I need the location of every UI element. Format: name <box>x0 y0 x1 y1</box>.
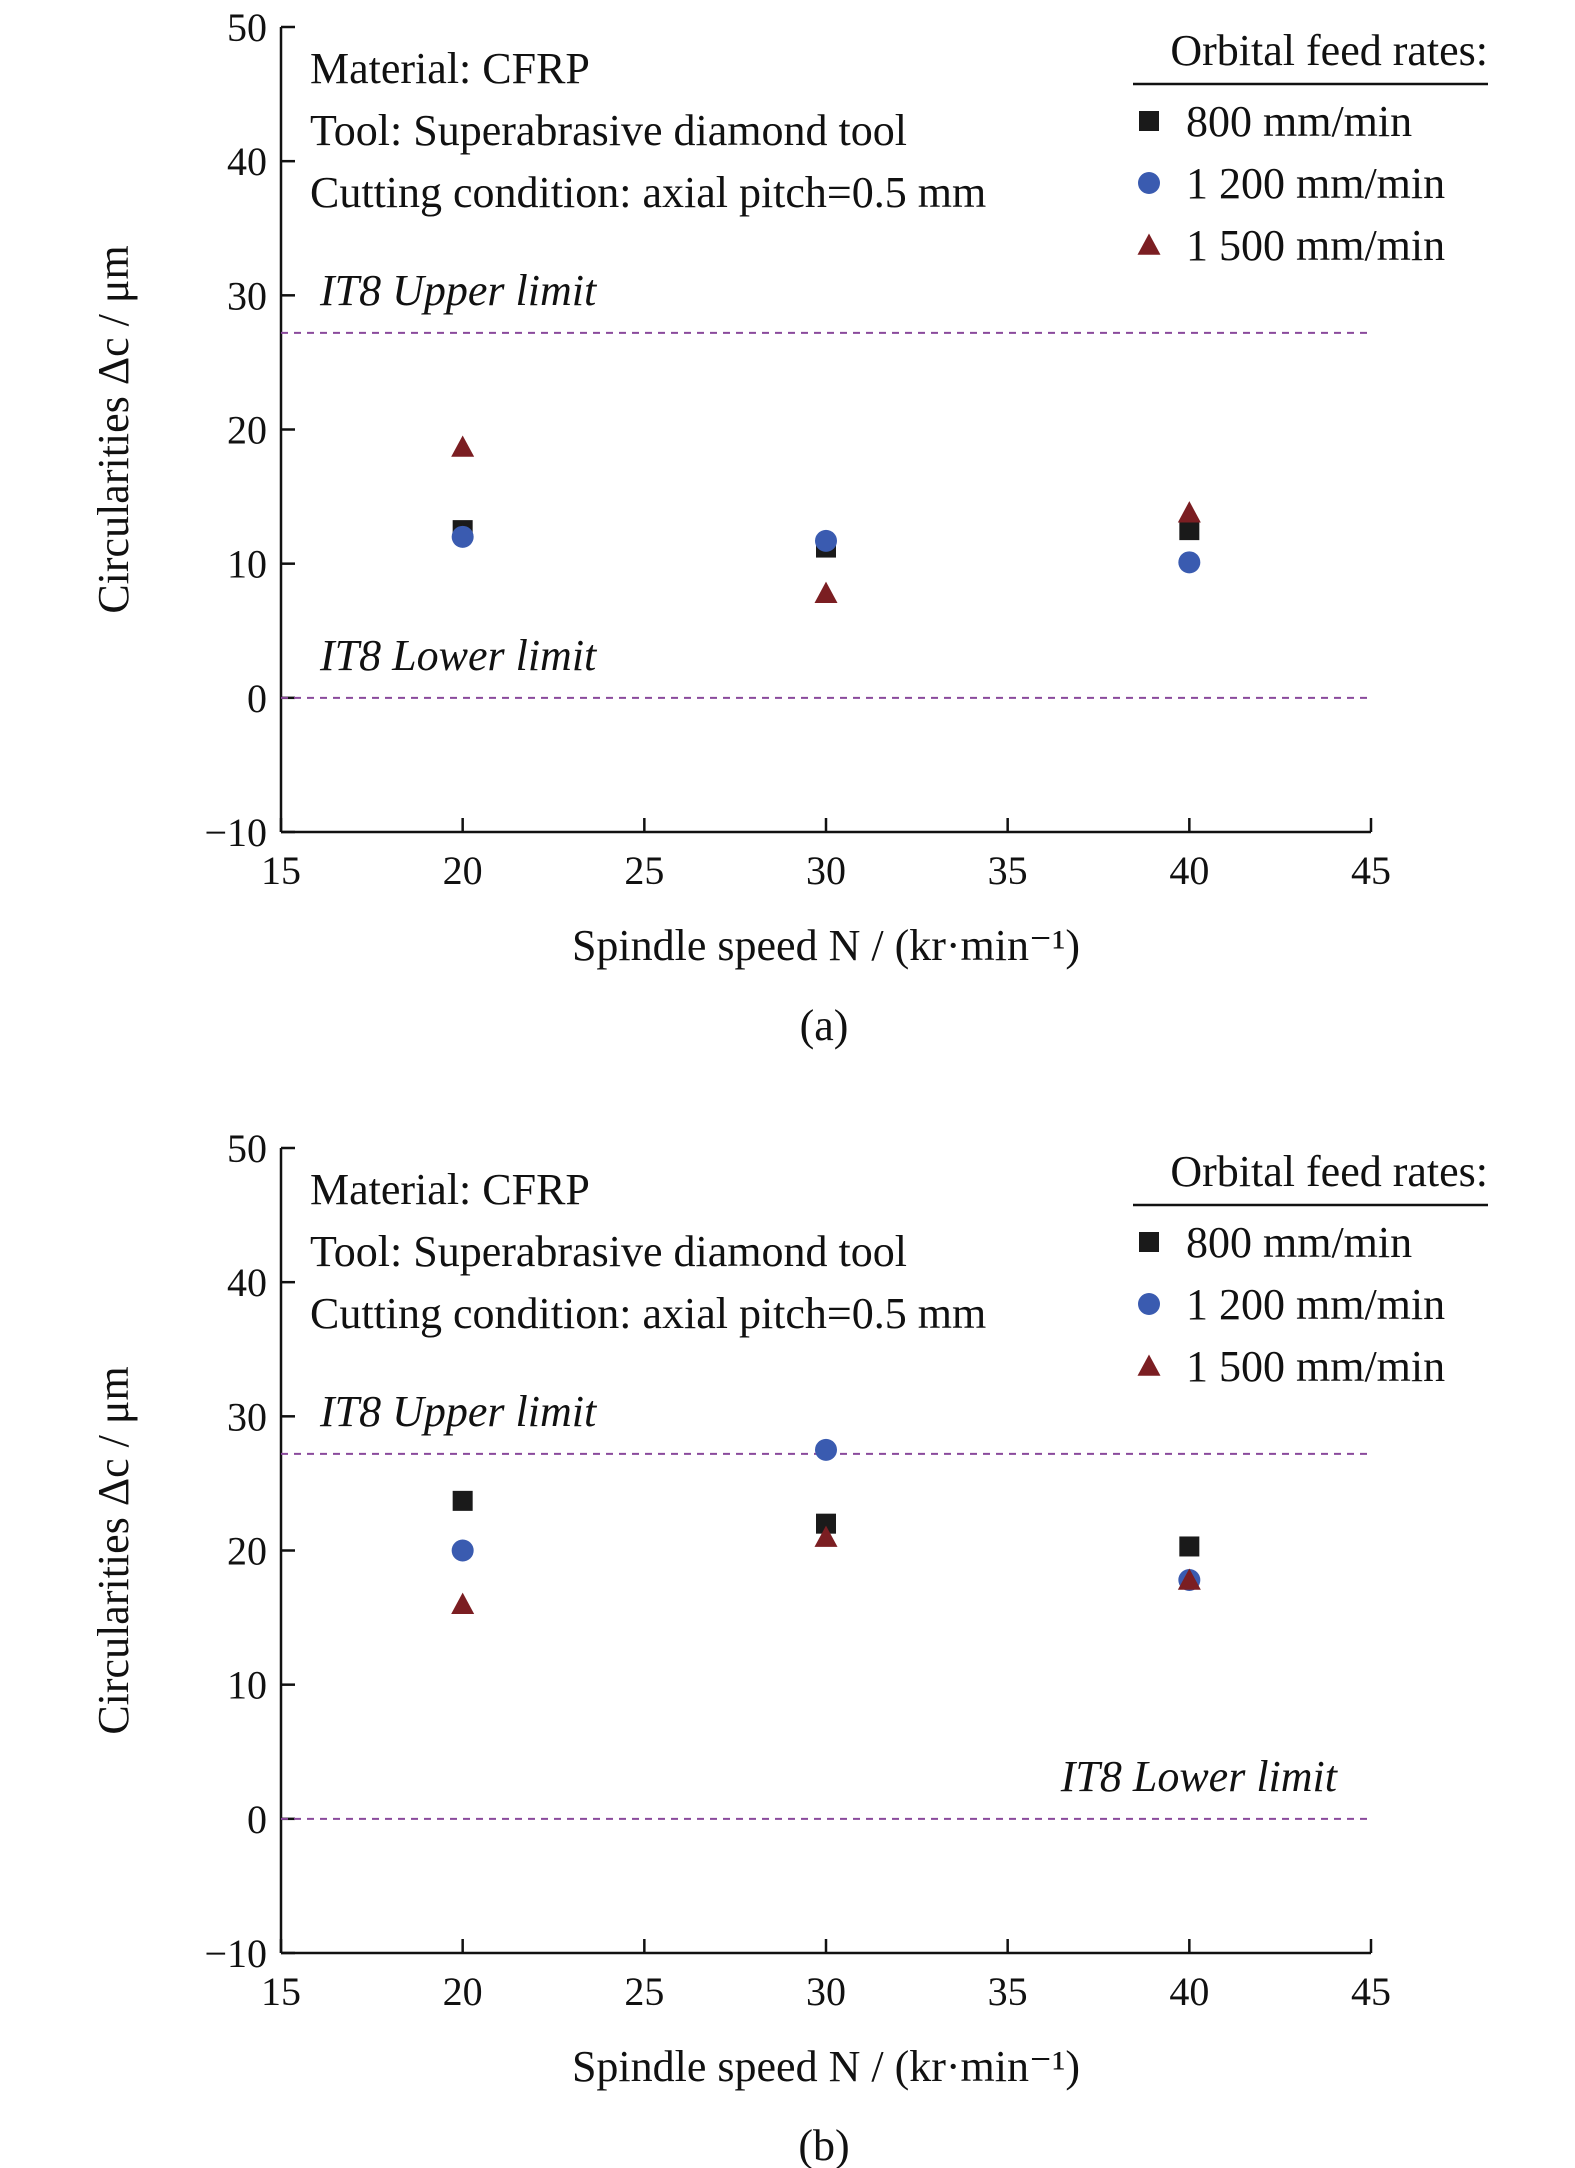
x-tick-label: 30 <box>806 1969 846 2014</box>
x-tick-label: 20 <box>443 1969 483 2014</box>
data-point-circle <box>451 1539 474 1562</box>
info-line: Tool: Superabrasive diamond tool <box>310 1227 907 1276</box>
x-tick-label: 45 <box>1351 848 1391 893</box>
panel-label: (a) <box>800 1001 849 1050</box>
y-tick-label: 50 <box>227 5 267 50</box>
upper-limit-label: IT8 Upper limit <box>319 266 598 315</box>
panel-label: (b) <box>798 2121 849 2168</box>
legend-marker-square <box>1139 111 1159 131</box>
data-point-circle <box>815 1438 837 1461</box>
data-point-circle <box>815 529 837 552</box>
data-point-square <box>1179 520 1200 541</box>
upper-limit-label: IT8 Upper limit <box>319 1387 598 1436</box>
data-point-triangle <box>1177 501 1201 523</box>
y-tick-label: 40 <box>227 1260 267 1305</box>
y-tick-label: 10 <box>227 1663 267 1708</box>
y-tick-label: 0 <box>247 676 267 721</box>
legend-marker-triangle <box>1137 233 1161 255</box>
info-line: Material: CFRP <box>310 1165 590 1214</box>
legend-entry: 1 500 mm/min <box>1186 1342 1445 1391</box>
legend-entry: 800 mm/min <box>1186 97 1412 146</box>
x-tick-label: 45 <box>1351 1969 1391 2014</box>
data-point-square <box>452 1490 473 1511</box>
data-point-triangle <box>1177 1568 1201 1590</box>
x-tick-label: 35 <box>988 848 1028 893</box>
data-point-circle <box>1178 551 1201 574</box>
legend-marker-circle <box>1138 1293 1160 1315</box>
x-tick-label: 40 <box>1169 1969 1209 2014</box>
info-line: Tool: Superabrasive diamond tool <box>310 106 907 155</box>
data-point-triangle <box>451 435 475 457</box>
x-tick-label: 15 <box>261 1969 301 2014</box>
x-tick-label: 35 <box>988 1969 1028 2014</box>
x-tick-label: 15 <box>261 848 301 893</box>
data-point-square <box>816 1513 836 1534</box>
x-tick-label: 40 <box>1169 848 1209 893</box>
legend-entry: 1 200 mm/min <box>1186 159 1445 208</box>
legend-title: Orbital feed rates: <box>1170 26 1488 75</box>
lower-limit-label: IT8 Lower limit <box>1060 1752 1339 1801</box>
y-tick-label: −10 <box>204 1931 267 1976</box>
legend-entry: 800 mm/min <box>1186 1218 1412 1267</box>
data-point-triangle <box>451 1592 475 1614</box>
y-tick-label: 20 <box>227 408 267 453</box>
data-point-square <box>1179 1536 1200 1557</box>
y-tick-label: −10 <box>204 810 267 855</box>
y-tick-label: 0 <box>247 1797 267 1842</box>
x-axis-title: Spindle speed N / (kr·min⁻¹) <box>572 921 1080 970</box>
legend-marker-square <box>1139 1232 1159 1252</box>
chart-panel-b: −10 0 10 20 30 40 50 15 20 25 30 35 40 45 IT8 Upper li… <box>89 1126 1488 2168</box>
y-tick-label: 50 <box>227 1126 267 1171</box>
chart-panel-a: −10 0 10 20 30 40 50 15 20 25 30 35 40 45 IT8 Upper li… <box>89 5 1488 1050</box>
y-axis-title: Circularities Δc / μm <box>89 245 138 613</box>
info-line: Cutting condition: axial pitch=0.5 mm <box>310 168 986 217</box>
y-axis-title: Circularities Δc / μm <box>89 1366 138 1734</box>
data-point-triangle <box>814 581 838 603</box>
legend-entry: 1 200 mm/min <box>1186 1280 1445 1329</box>
legend-marker-triangle <box>1137 1354 1161 1376</box>
data-point-circle <box>451 525 474 548</box>
y-tick-label: 20 <box>227 1529 267 1574</box>
x-tick-label: 20 <box>443 848 483 893</box>
y-tick-label: 30 <box>227 1394 267 1439</box>
lower-limit-label: IT8 Lower limit <box>319 631 598 680</box>
y-tick-label: 10 <box>227 542 267 587</box>
legend-marker-circle <box>1138 172 1160 194</box>
data-point-triangle <box>814 1525 838 1547</box>
y-tick-label: 30 <box>227 273 267 318</box>
x-tick-label: 25 <box>624 848 664 893</box>
y-tick-label: 40 <box>227 139 267 184</box>
legend-title: Orbital feed rates: <box>1170 1147 1488 1196</box>
info-line: Cutting condition: axial pitch=0.5 mm <box>310 1289 986 1338</box>
legend-entry: 1 500 mm/min <box>1186 221 1445 270</box>
x-axis-title: Spindle speed N / (kr·min⁻¹) <box>572 2042 1080 2091</box>
x-tick-label: 25 <box>624 1969 664 2014</box>
x-tick-label: 30 <box>806 848 846 893</box>
info-line: Material: CFRP <box>310 44 590 93</box>
